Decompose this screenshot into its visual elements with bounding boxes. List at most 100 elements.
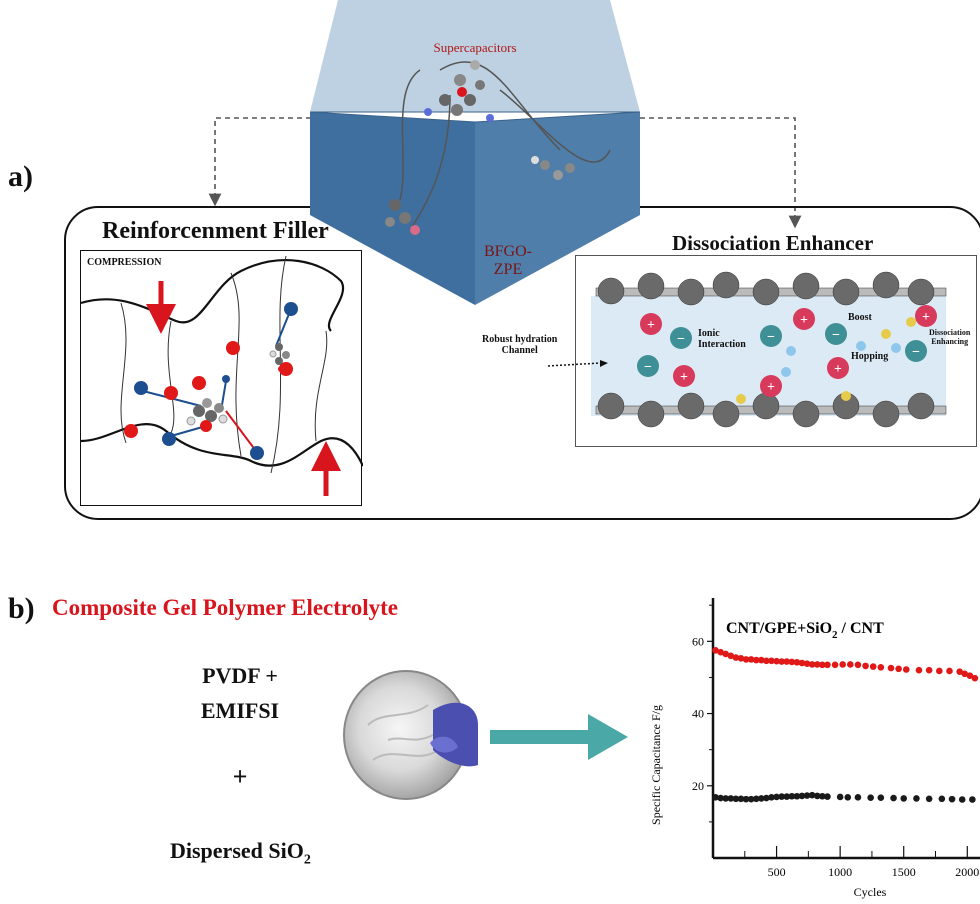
data-point-series-2 [768, 794, 775, 801]
data-point-series-1 [737, 655, 745, 662]
data-point-series-1 [915, 666, 923, 674]
data-point-series-2 [913, 795, 920, 802]
bfgo-zpe-cube-icon [309, 0, 641, 305]
compression-label: COMPRESSION [87, 257, 162, 268]
data-point-series-2 [752, 795, 760, 803]
data-point-series-1 [847, 661, 854, 668]
data-point-series-2 [712, 794, 719, 801]
data-point-series-1 [902, 666, 910, 673]
svg-text:−: − [677, 332, 685, 347]
data-point-series-1 [839, 661, 846, 668]
data-point-series-2 [722, 795, 730, 802]
ionic-interaction-label: Ionic Interaction [698, 328, 746, 350]
data-point-series-1 [869, 663, 877, 670]
data-point-series-1 [717, 648, 724, 656]
teal-arrow-icon [490, 714, 628, 760]
data-point-series-1 [877, 664, 885, 671]
chart-title-subscript: 2 [832, 629, 838, 641]
data-point-series-2 [727, 795, 735, 802]
data-point-series-1 [966, 672, 974, 679]
data-point-series-2 [793, 792, 801, 800]
data-point-series-2 [778, 793, 785, 800]
data-point-series-1 [763, 657, 770, 665]
graphene-layers-icon: + − − + − + + − + + − [591, 271, 947, 428]
data-point-series-1 [788, 658, 796, 666]
data-point-series-2 [819, 792, 826, 800]
data-point-series-2 [925, 795, 933, 803]
x-tick-label: 1000 [828, 865, 852, 879]
data-point-series-1 [793, 658, 801, 666]
svg-text:−: − [644, 360, 652, 375]
x-tick-label: 1500 [892, 865, 916, 879]
boost-label: Boost [848, 312, 872, 323]
data-point-series-1 [808, 661, 816, 668]
data-point-series-2 [938, 795, 946, 803]
data-point-series-2 [844, 794, 852, 801]
data-point-series-1 [925, 666, 933, 674]
chart-title-suffix: / CNT [838, 620, 885, 637]
data-point-series-2 [783, 793, 791, 800]
x-tick-label: 500 [768, 865, 786, 879]
data-point-series-2 [824, 793, 831, 800]
svg-text:+: + [834, 362, 842, 377]
data-point-series-2 [854, 794, 862, 801]
svg-text:−: − [767, 330, 775, 345]
data-point-series-2 [900, 795, 908, 802]
data-point-series-1 [722, 650, 730, 658]
data-point-series-1 [783, 658, 791, 665]
data-point-series-1 [732, 654, 740, 661]
data-point-series-2 [737, 795, 745, 803]
dotted-callout-arrow [548, 360, 608, 367]
dispersed-sio2-label: Dispersed SiO2 [170, 838, 311, 868]
data-point-series-1 [803, 660, 811, 668]
data-point-series-1 [778, 658, 785, 665]
svg-text:−: − [832, 328, 840, 343]
svg-text:+: + [922, 310, 930, 325]
svg-text:−: − [912, 345, 920, 360]
data-point-series-1 [798, 659, 806, 667]
data-point-series-1 [727, 652, 735, 660]
data-point-series-2 [773, 793, 780, 801]
x-tick-label: 2000 [955, 865, 979, 879]
data-point-series-2 [808, 791, 816, 799]
data-point-series-2 [877, 794, 885, 801]
panel-a-label: a) [8, 160, 33, 193]
data-point-series-1 [887, 664, 895, 672]
hopping-label: Hopping [851, 351, 889, 362]
chart-ylabel: Specific Capacitance F/g [649, 705, 663, 825]
data-point-series-1 [742, 656, 750, 663]
data-point-series-1 [971, 674, 979, 682]
data-point-series-2 [958, 796, 966, 803]
capacitance-chart: Specific Capacitance F/g Cycles CNT/GPE+… [649, 598, 980, 899]
data-point-series-2 [742, 795, 750, 803]
data-point-series-1 [819, 661, 826, 669]
dissociation-inset: + − − + − + + − + + − Ionic Interaction … [575, 255, 977, 447]
y-tick-label: 40 [692, 707, 704, 721]
data-point-series-1 [961, 670, 969, 678]
data-point-series-1 [862, 662, 869, 670]
compression-inset: COMPRESSION [80, 250, 363, 506]
data-point-series-1 [831, 661, 839, 669]
chart-title: CNT/GPE+SiO2 / CNT [726, 620, 884, 641]
data-point-series-2 [763, 794, 770, 802]
data-point-series-2 [836, 793, 844, 801]
svg-text:+: + [767, 380, 775, 395]
data-point-series-2 [890, 794, 897, 802]
y-tick-label: 20 [692, 779, 704, 793]
panel-b-title: Composite Gel Polymer Electrolyte [52, 595, 398, 620]
data-point-series-1 [824, 661, 831, 669]
svg-text:+: + [647, 318, 655, 333]
right-dashed-arrow [640, 117, 802, 229]
data-point-series-1 [758, 656, 765, 664]
data-point-series-2 [798, 792, 806, 800]
supercapacitors-label: Supercapacitors [433, 40, 517, 55]
data-point-series-2 [867, 794, 874, 801]
polymer-network-icon [81, 255, 363, 496]
data-point-series-2 [948, 795, 956, 803]
hydration-channel-label: Robust hydration Channel [482, 334, 558, 356]
data-point-series-1 [773, 657, 780, 665]
data-point-series-1 [895, 665, 902, 673]
data-point-series-2 [813, 792, 821, 800]
data-point-series-1 [752, 656, 760, 664]
